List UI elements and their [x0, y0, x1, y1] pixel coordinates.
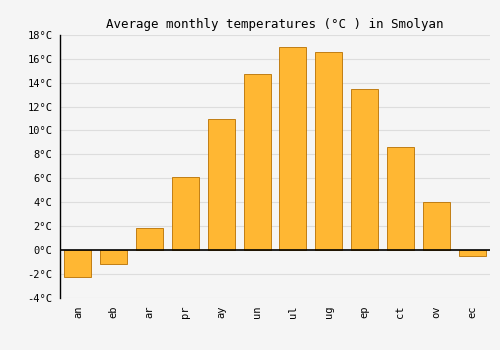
Bar	[172, 177, 199, 250]
Bar	[64, 250, 92, 277]
Bar	[280, 47, 306, 250]
Bar	[136, 228, 163, 250]
Bar	[458, 250, 485, 256]
Bar	[387, 147, 414, 250]
Title: Average monthly temperatures (°C ) in Smolyan: Average monthly temperatures (°C ) in Sm…	[106, 18, 444, 31]
Bar	[351, 89, 378, 250]
Bar	[316, 52, 342, 250]
Bar	[244, 75, 270, 250]
Bar	[423, 202, 450, 250]
Bar	[208, 119, 234, 250]
Bar	[100, 250, 127, 264]
